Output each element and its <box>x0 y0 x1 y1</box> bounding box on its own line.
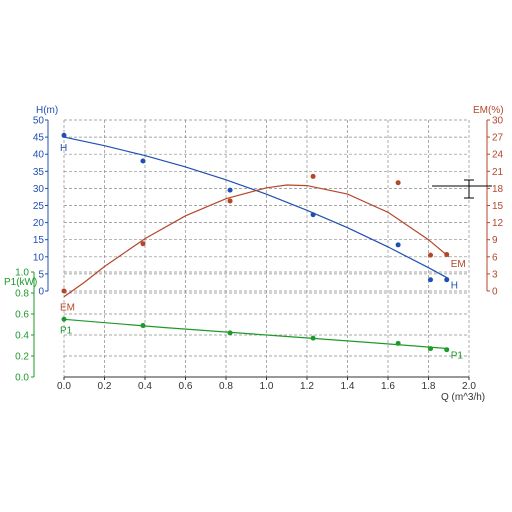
em-axis-tick-label: 30 <box>492 116 504 127</box>
p1-data-point <box>140 323 146 329</box>
x-axis-tick-label: 0.6 <box>179 381 193 392</box>
x-axis-tick-label: 0.8 <box>219 381 233 392</box>
p1-end-label: P1 <box>451 351 464 362</box>
em-axis-tick-label: 6 <box>492 252 498 263</box>
h-axis-tick-label: 50 <box>33 116 45 127</box>
h-axis-tick-label: 15 <box>33 235 45 246</box>
p1-data-point <box>61 316 67 322</box>
x-axis-tick-label: 0.0 <box>57 381 71 392</box>
p1-data-point <box>227 330 233 336</box>
h-axis-tick-label: 10 <box>33 252 45 263</box>
p1-axis-tick-label: 1.0 <box>15 268 29 279</box>
h-axis-tick-label: 45 <box>33 133 45 144</box>
em-axis-tick-label: 21 <box>492 167 504 178</box>
em-axis-tick-label: 12 <box>492 218 504 229</box>
p1-data-point <box>395 340 401 346</box>
h-data-point <box>444 277 450 283</box>
em-axis-tick-label: 3 <box>492 269 498 280</box>
em-axis-tick-label: 24 <box>492 150 504 161</box>
h-axis-tick-label: 40 <box>33 150 45 161</box>
h-data-point <box>227 187 233 193</box>
em-start-label: EM <box>60 303 75 314</box>
em-data-point <box>310 173 316 179</box>
axes: 0 5 10 15 20 25 30 35 40 45 50 0 3 6 9 12 15 18 21 24 27 30 0.… <box>15 116 503 393</box>
x-axis-tick-label: 0.4 <box>138 381 152 392</box>
p1-axis-tick-label: 0.4 <box>15 331 29 342</box>
em-axis-tick-label: 9 <box>492 235 498 246</box>
h-axis-title: H(m) <box>36 105 58 116</box>
h-axis-tick-label: 25 <box>33 201 45 212</box>
x-axis-tick-label: 1.8 <box>422 381 436 392</box>
series: H H EM EM P1 P1 <box>60 132 466 362</box>
p1-axis-title: P1(kW) <box>4 277 37 288</box>
em-axis-tick-label: 18 <box>492 184 504 195</box>
p1-axis-tick-label: 0.6 <box>15 310 29 321</box>
axis-titles: H(m) EM(%) P1(kW) Q (m^3/h) <box>4 105 504 403</box>
h-axis-tick-label: 5 <box>38 269 44 280</box>
h-curve <box>63 136 450 280</box>
em-end-label: EM <box>451 259 466 270</box>
p1-data-point <box>444 347 450 353</box>
grid <box>63 119 470 378</box>
x-axis-tick-label: 0.2 <box>98 381 112 392</box>
crosshair-marker <box>432 179 492 199</box>
em-axis-tick-label: 15 <box>492 201 504 212</box>
h-start-label: H <box>60 143 67 154</box>
em-axis-title: EM(%) <box>473 105 504 116</box>
x-axis-tick-label: 1.4 <box>341 381 355 392</box>
em-axis-tick-label: 0 <box>492 287 498 298</box>
h-data-point <box>310 212 316 218</box>
x-axis-title: Q (m^3/h) <box>441 392 485 403</box>
em-data-point <box>227 198 233 204</box>
p1-axis-tick-label: 0.2 <box>15 352 29 363</box>
x-axis-tick-label: 1.2 <box>300 381 314 392</box>
x-axis-tick-label: 1.0 <box>260 381 274 392</box>
p1-axis-tick-label: 0.0 <box>15 373 29 384</box>
h-data-point <box>428 277 434 283</box>
h-axis-tick-label: 30 <box>33 184 45 195</box>
p1-data-point <box>428 346 434 352</box>
em-data-point <box>444 252 450 258</box>
em-data-point <box>140 241 146 247</box>
p1-axis-tick-label: 0.8 <box>15 289 29 300</box>
h-data-point <box>140 158 146 164</box>
em-data-point <box>395 180 401 186</box>
em-axis-tick-label: 27 <box>492 133 504 144</box>
p1-curve <box>63 318 449 350</box>
p1-data-point <box>310 335 316 341</box>
x-axis-tick-label: 2.0 <box>462 381 476 392</box>
em-data-point <box>428 252 434 258</box>
h-axis-tick-label: 20 <box>33 218 45 229</box>
h-data-point <box>61 132 67 138</box>
em-curve <box>63 184 450 298</box>
h-end-label: H <box>451 281 458 292</box>
h-axis-tick-label: 0 <box>38 287 44 298</box>
h-data-point <box>395 242 401 248</box>
x-axis-tick-label: 1.6 <box>381 381 395 392</box>
h-axis-tick-label: 35 <box>33 167 45 178</box>
p1-start-label: P1 <box>60 325 73 336</box>
em-data-point <box>61 288 67 294</box>
